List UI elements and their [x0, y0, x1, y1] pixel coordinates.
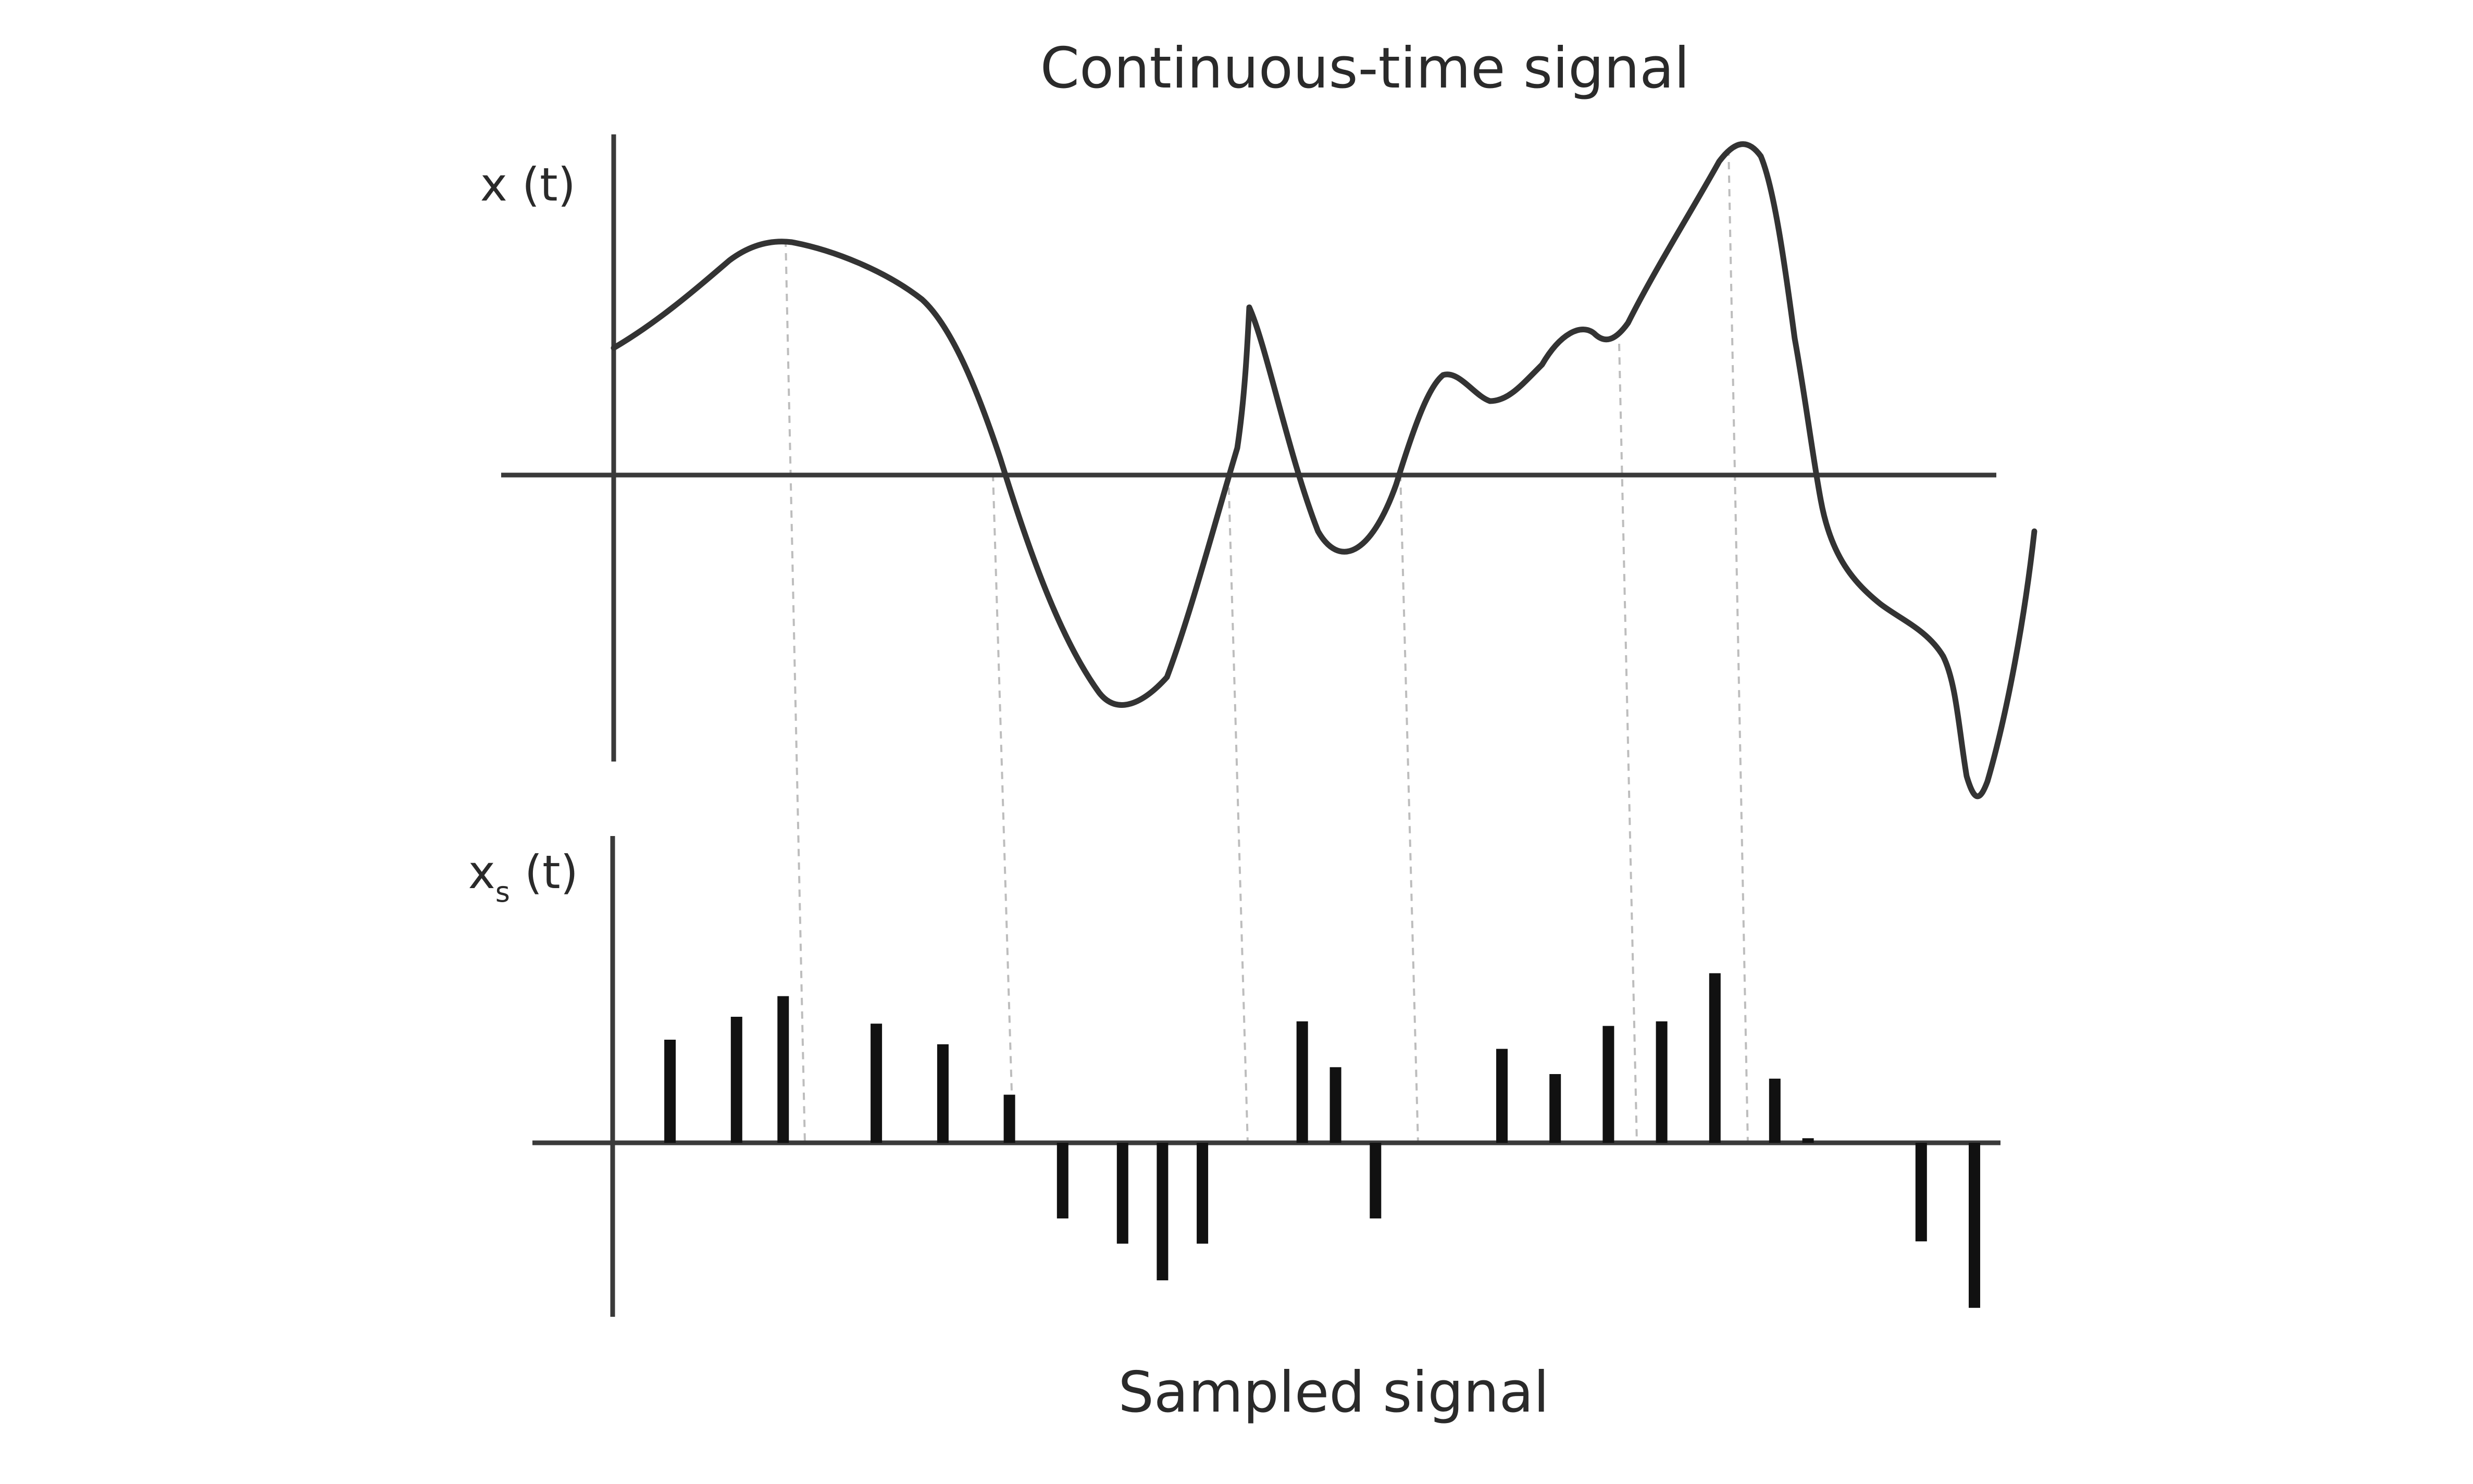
sample-bar: [1157, 1143, 1169, 1280]
guide-lines: [785, 148, 1749, 1144]
sample-bar: [1969, 1143, 1980, 1308]
guide-line: [1728, 148, 1749, 1144]
sample-bar: [1329, 1067, 1341, 1143]
guide-line: [992, 473, 1014, 1144]
continuous-axis-label: x (t): [480, 158, 576, 211]
sample-bar: [1709, 973, 1721, 1143]
sample-bar: [1802, 1138, 1814, 1143]
sampled-axis-label-main: x: [468, 845, 495, 899]
sample-bar: [1769, 1078, 1781, 1143]
sample-bar: [871, 1024, 883, 1143]
sample-bar: [1003, 1094, 1015, 1143]
guide-line: [785, 239, 806, 1144]
sample-bar: [777, 996, 789, 1143]
sample-bar: [1915, 1143, 1927, 1242]
sample-bars: [664, 973, 1980, 1308]
continuous-signal-curve: [611, 141, 2037, 800]
sample-bar: [1197, 1143, 1209, 1244]
sample-bar: [664, 1040, 676, 1143]
sample-bar: [1656, 1021, 1668, 1143]
sample-bar: [1296, 1021, 1308, 1143]
sampled-axis-label: xs (t): [468, 845, 578, 908]
continuous-signal-title: Continuous-time signal: [1040, 36, 1690, 101]
guide-line: [1399, 473, 1419, 1144]
guide-line: [1618, 343, 1638, 1144]
sampled-axis-label-subscript: s: [495, 876, 510, 908]
sampled-axis-label-rest: (t): [510, 845, 578, 899]
sample-bar: [1116, 1143, 1128, 1244]
sample-bar: [1496, 1049, 1508, 1143]
sample-bar: [1370, 1143, 1382, 1219]
guide-line: [1227, 473, 1249, 1144]
sample-bar: [1549, 1074, 1561, 1143]
sampled-signal-title: Sampled signal: [1118, 1360, 1549, 1425]
sample-bar: [1057, 1143, 1068, 1219]
sample-bar: [937, 1044, 949, 1143]
sample-bar: [730, 1017, 742, 1143]
sample-bar: [1602, 1026, 1614, 1143]
